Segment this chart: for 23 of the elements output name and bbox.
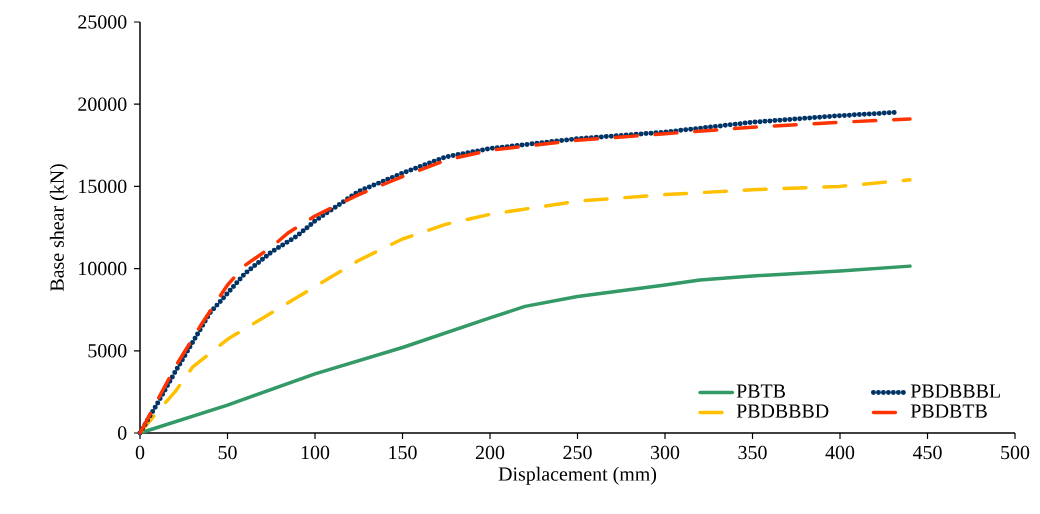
x-tick-label: 100 (301, 445, 330, 460)
x-tick-label: 50 (218, 445, 237, 460)
legend-label: PBDBBBD (736, 404, 829, 418)
legend-label: PBTB (736, 384, 785, 398)
y-tick-label: 10000 (79, 261, 127, 276)
y-tick-label: 15000 (79, 179, 127, 194)
y-tick-label: 20000 (78, 97, 127, 111)
x-tick-label: 400 (825, 445, 855, 460)
x-tick-label: 250 (563, 445, 592, 460)
legend-label: PBDBBBL (910, 384, 1000, 398)
x-tick-label: 200 (475, 445, 505, 460)
x-axis-title: Displacement (mm) (498, 466, 657, 485)
x-tick-label: 150 (389, 445, 417, 460)
x-tick-label: 300 (651, 445, 680, 460)
x-tick-label: 500 (1001, 445, 1030, 460)
legend-label: PBDBTB (910, 404, 987, 418)
x-tick-label: 450 (912, 445, 942, 460)
y-tick-label: 0 (117, 426, 127, 440)
y-axis-title: Base shear (kN) (49, 164, 68, 292)
x-tick-label: 350 (738, 445, 767, 460)
y-tick-label: 5000 (88, 344, 127, 358)
y-tick-label: 25000 (78, 15, 127, 29)
x-tick-label: 0 (135, 445, 145, 460)
